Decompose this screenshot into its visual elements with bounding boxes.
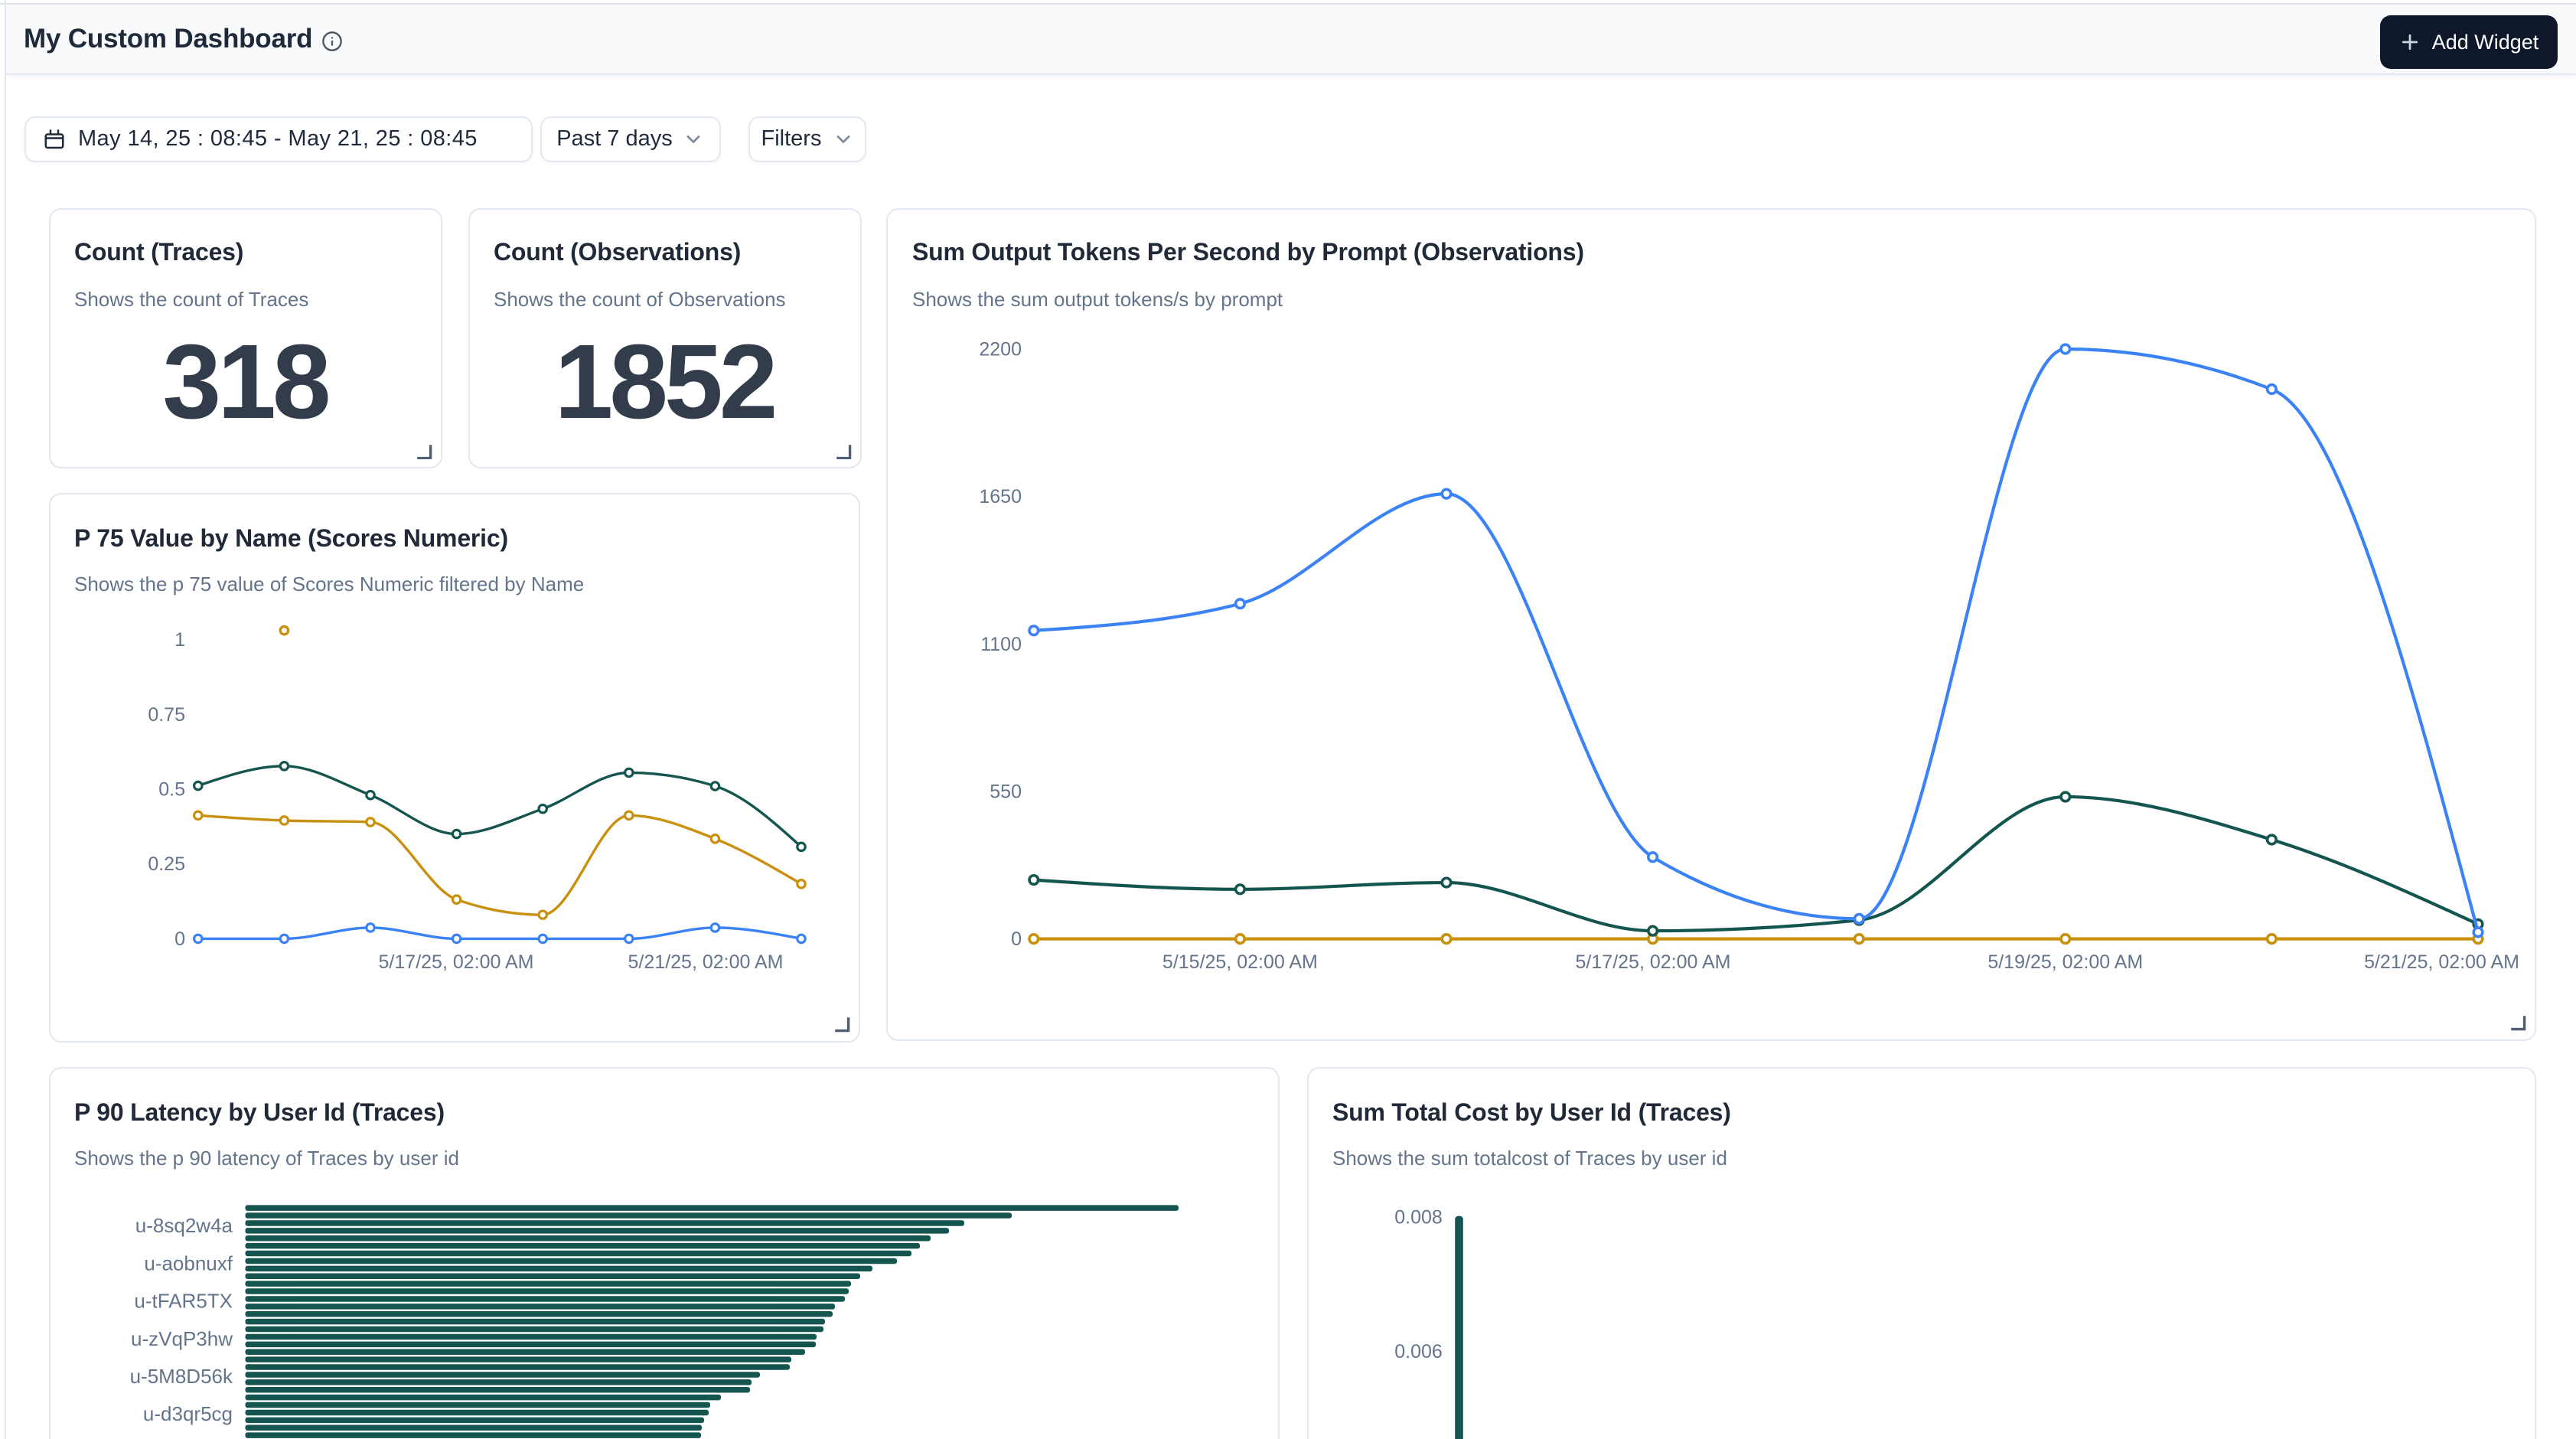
svg-text:0.006: 0.006 xyxy=(1394,1341,1443,1362)
svg-text:u-5M8D56k: u-5M8D56k xyxy=(130,1365,233,1388)
svg-text:1650: 1650 xyxy=(979,486,1022,507)
svg-text:0.75: 0.75 xyxy=(148,704,185,726)
svg-text:0: 0 xyxy=(174,928,185,950)
svg-text:u-8sq2w4a: u-8sq2w4a xyxy=(135,1214,233,1237)
svg-text:550: 550 xyxy=(990,781,1022,803)
svg-text:2200: 2200 xyxy=(979,339,1022,361)
svg-text:5/15/25, 02:00 AM: 5/15/25, 02:00 AM xyxy=(1162,951,1318,973)
svg-text:u-tFAR5TX: u-tFAR5TX xyxy=(134,1290,233,1313)
svg-text:1: 1 xyxy=(174,629,185,651)
svg-text:0.008: 0.008 xyxy=(1394,1207,1443,1229)
svg-text:5/19/25, 02:00 AM: 5/19/25, 02:00 AM xyxy=(1987,951,2143,973)
svg-text:5/17/25, 02:00 AM: 5/17/25, 02:00 AM xyxy=(1576,951,1731,973)
svg-text:0.25: 0.25 xyxy=(148,853,185,875)
svg-text:u-zVqP3hw: u-zVqP3hw xyxy=(131,1327,233,1350)
svg-text:u-d3qr5cg: u-d3qr5cg xyxy=(143,1402,233,1425)
svg-text:0.5: 0.5 xyxy=(158,779,185,801)
svg-text:5/17/25, 02:00 AM: 5/17/25, 02:00 AM xyxy=(379,951,534,973)
svg-text:1100: 1100 xyxy=(980,634,1022,655)
svg-text:0: 0 xyxy=(1011,928,1022,950)
svg-text:5/21/25, 02:00 AM: 5/21/25, 02:00 AM xyxy=(628,951,784,973)
svg-text:u-aobnuxf: u-aobnuxf xyxy=(144,1251,233,1274)
svg-text:5/21/25, 02:00 AM: 5/21/25, 02:00 AM xyxy=(2364,951,2519,973)
